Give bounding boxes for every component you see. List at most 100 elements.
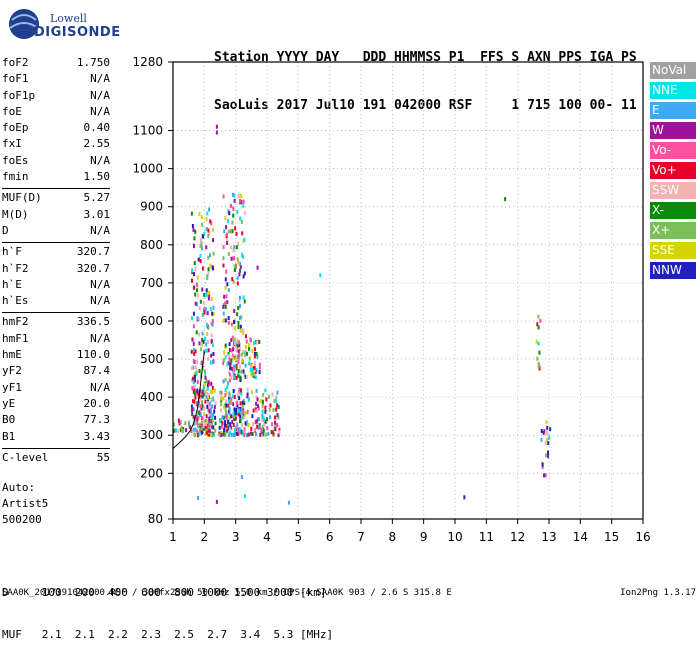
echo-point	[261, 413, 264, 418]
param-value: N/A	[90, 223, 110, 237]
echo-point	[214, 428, 217, 433]
echo-point	[198, 369, 201, 374]
echo-point	[198, 306, 201, 311]
echo-point	[192, 311, 195, 316]
echo-point	[545, 453, 548, 458]
legend-entry: W	[650, 122, 696, 139]
param-separator	[2, 242, 110, 244]
echo-point	[210, 419, 213, 424]
echo-point	[242, 199, 245, 204]
echo-point	[192, 227, 195, 232]
param-label: h`F	[2, 245, 22, 259]
echo-point	[218, 433, 221, 438]
echo-point	[278, 427, 281, 432]
echo-point	[271, 422, 274, 427]
echo-point	[220, 433, 223, 438]
echo-point	[201, 266, 204, 271]
echo-point	[233, 373, 236, 378]
param-value: N/A	[90, 153, 110, 167]
echo-point	[238, 272, 241, 277]
echo-point	[190, 316, 193, 321]
echo-point	[268, 407, 271, 412]
echo-point	[224, 393, 227, 398]
echo-point	[206, 404, 209, 409]
echo-point	[205, 217, 208, 222]
param-row: foEs N/A	[2, 154, 110, 170]
echo-point	[241, 400, 244, 405]
param-row: hmF1 N/A	[2, 332, 110, 348]
echo-point	[191, 412, 194, 417]
echo-point	[205, 394, 208, 399]
echo-point	[179, 428, 182, 433]
echo-point	[244, 411, 247, 416]
echo-point	[200, 404, 203, 409]
echo-point	[234, 430, 237, 435]
echo-point	[222, 194, 225, 199]
echo-point	[244, 374, 247, 379]
echo-point	[537, 314, 540, 319]
echo-point	[207, 357, 210, 362]
echo-point	[255, 419, 258, 424]
echo-point	[193, 391, 196, 396]
echo-point	[237, 393, 240, 398]
echo-point	[239, 198, 242, 203]
echo-point	[222, 432, 225, 437]
echo-point	[235, 231, 238, 236]
echo-point	[207, 395, 210, 400]
echo-point	[237, 391, 240, 396]
echo-point	[232, 279, 235, 284]
echo-point	[191, 268, 194, 273]
echo-point	[197, 415, 200, 420]
echo-point	[247, 342, 250, 347]
echo-point	[271, 392, 274, 397]
echo-point	[254, 375, 257, 380]
echo-point	[206, 386, 209, 391]
param-label: foF1	[2, 72, 29, 86]
echo-point	[212, 305, 215, 310]
echo-point	[212, 412, 215, 417]
param-value: N/A	[90, 277, 110, 291]
echo-point	[245, 375, 248, 380]
echo-point	[200, 391, 203, 396]
echo-point	[211, 390, 214, 395]
echo-point	[193, 351, 196, 356]
x-axis-ticks: 1 2 3 4 5 6 7 8 9 10 11 12 13 14 15 16	[169, 519, 651, 544]
echo-point	[192, 399, 195, 404]
echo-point	[250, 390, 253, 395]
echo-point	[251, 369, 254, 374]
echo-point	[234, 411, 237, 416]
echo-point	[203, 382, 206, 387]
echo-point	[262, 425, 265, 430]
echo-point	[231, 192, 234, 197]
echo-point	[243, 433, 246, 438]
echo-point	[230, 358, 233, 363]
echo-point	[235, 363, 238, 368]
echo-point	[262, 432, 265, 437]
echo-point	[253, 427, 256, 432]
echo-point	[196, 360, 199, 365]
echo-point	[277, 433, 280, 438]
echo-point	[232, 248, 235, 253]
echo-point	[222, 256, 225, 261]
echo-point	[211, 322, 214, 327]
y-tick-label: 800	[140, 238, 163, 252]
echo-point	[238, 340, 241, 345]
echo-point	[227, 426, 230, 431]
echo-point	[232, 411, 235, 416]
echo-point	[253, 365, 256, 370]
echo-point	[199, 428, 202, 433]
echo-point	[228, 342, 231, 347]
echo-point	[233, 267, 236, 272]
echo-point	[235, 347, 238, 352]
echo-point	[237, 360, 240, 365]
echo-point	[173, 422, 176, 427]
x-tick-label: 8	[389, 530, 397, 544]
echo-point	[243, 211, 246, 216]
echo-point	[208, 401, 211, 406]
param-row: foF1p N/A	[2, 89, 110, 105]
echo-point	[194, 427, 197, 432]
echo-point	[224, 343, 227, 348]
echo-point	[259, 424, 262, 429]
echo-point	[202, 424, 205, 429]
echo-point	[267, 394, 270, 399]
